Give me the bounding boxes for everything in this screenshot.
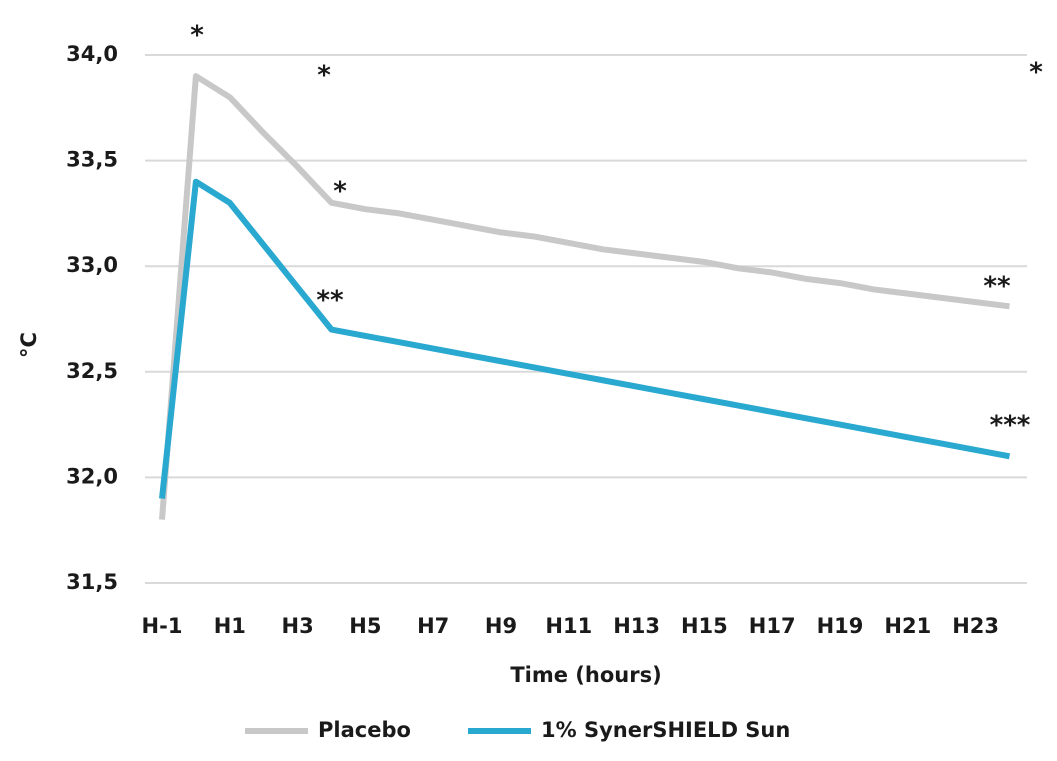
x-tick-label: H3 <box>282 614 314 638</box>
x-tick-label: H5 <box>349 614 381 638</box>
x-tick-label: H23 <box>952 614 999 638</box>
y-tick-label: 33,5 <box>66 148 118 172</box>
x-tick-label: H7 <box>417 614 449 638</box>
y-axis-label: °C <box>17 332 41 358</box>
x-tick-label: H17 <box>749 614 796 638</box>
annotation: *** <box>990 411 1031 441</box>
line <box>159 178 1011 499</box>
x-axis-label: Time (hours) <box>510 663 661 687</box>
x-tick-label: H19 <box>817 614 864 638</box>
x-tick-label: H13 <box>613 614 660 638</box>
line <box>159 73 1010 520</box>
y-tick-label: 34,0 <box>66 42 118 66</box>
annotation: * <box>333 177 347 207</box>
x-tick-label: H9 <box>485 614 517 638</box>
x-tick-label: H-1 <box>142 614 183 638</box>
annotation: * <box>317 61 331 91</box>
x-tick-label: H11 <box>545 614 592 638</box>
legend-label: 1% SynerSHIELD Sun <box>541 718 790 742</box>
y-tick-label: 32,5 <box>66 359 118 383</box>
annotation: * <box>190 21 204 51</box>
annotation: * <box>1029 58 1043 88</box>
annotation: ** <box>983 272 1011 302</box>
y-tick-label: 33,0 <box>66 253 118 277</box>
y-tick-label: 31,5 <box>66 570 118 594</box>
legend-label: Placebo <box>318 718 411 742</box>
x-tick-label: H21 <box>884 614 931 638</box>
x-tick-label: H1 <box>214 614 246 638</box>
x-tick-label: H15 <box>681 614 728 638</box>
y-tick-label: 32,0 <box>66 464 118 488</box>
annotation: ** <box>316 286 344 316</box>
